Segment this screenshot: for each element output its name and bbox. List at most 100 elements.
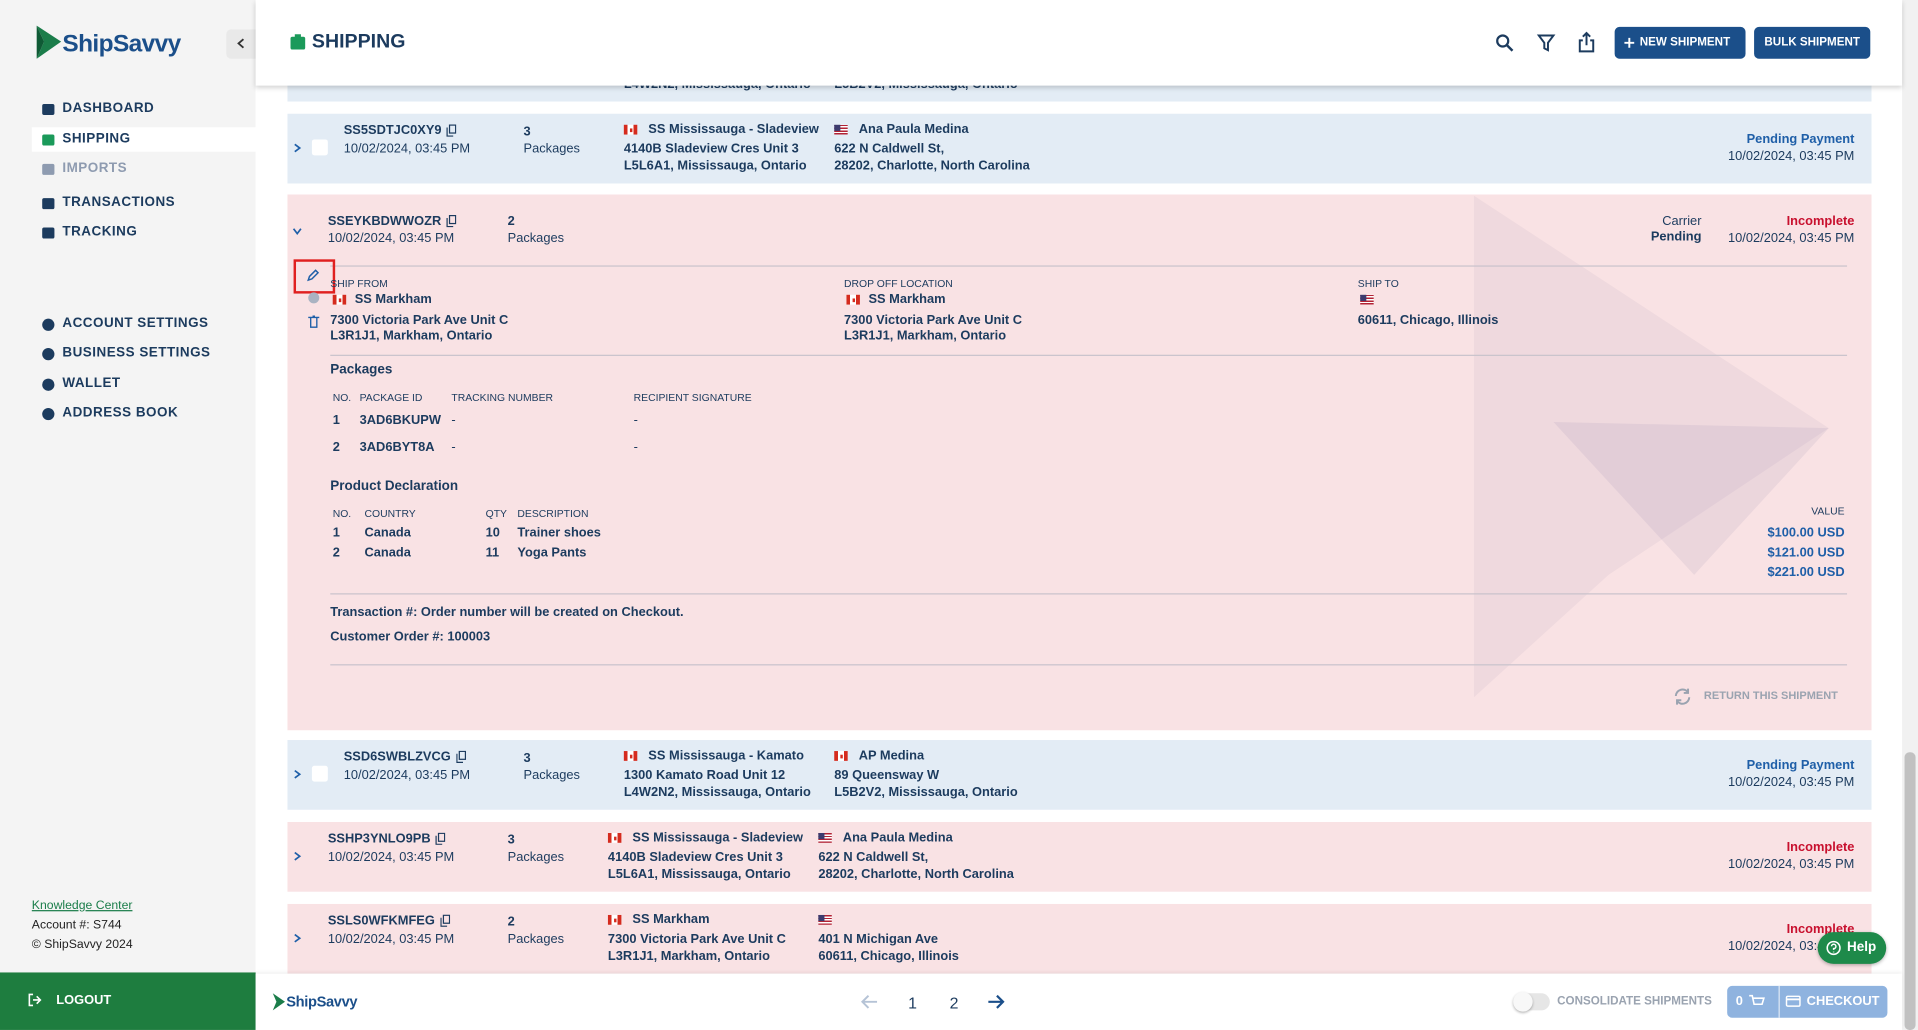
info-icon[interactable]	[308, 292, 320, 304]
flag-ca-leaf	[851, 297, 855, 302]
copy-icon[interactable]	[435, 832, 446, 845]
nav-item: IMPORTS	[62, 160, 128, 176]
footer-logo-mark	[272, 993, 286, 1011]
nav-icon	[42, 163, 55, 175]
header-button[interactable]	[1614, 26, 1746, 59]
shipment-date: 10/02/2024, 03:45 PM	[327, 849, 455, 865]
shipment-row[interactable]	[287, 903, 1872, 974]
table-cell: Canada	[364, 525, 411, 541]
footer-brand: ShipSavvy	[286, 993, 358, 1011]
flag-us-canton	[1360, 294, 1367, 301]
table-cell: 3AD6BKUPW	[359, 413, 441, 428]
settings-item[interactable]: ADDRESS BOOK	[62, 405, 179, 421]
status-date: 10/02/2024, 03:45 PM	[1727, 148, 1855, 164]
header-button-label: BULK SHIPMENT	[1764, 35, 1860, 50]
nav-active-bg	[31, 127, 256, 152]
copy-icon[interactable]	[446, 124, 457, 137]
table-cell: -	[633, 440, 638, 455]
status-date: 10/02/2024, 03:45 PM	[1727, 857, 1855, 872]
value-total: $221.00 USD	[1767, 564, 1845, 580]
from-name: SS Mississauga - Sladeview	[648, 122, 819, 137]
table-header: NO.	[332, 507, 352, 520]
package-label: Packages	[507, 931, 565, 947]
copy-icon[interactable]	[439, 914, 450, 927]
settings-item[interactable]: WALLET	[62, 376, 121, 391]
from-address: 7300 Victoria Park Ave Unit C	[607, 931, 786, 947]
to-address: 89 Queensway W	[834, 767, 940, 783]
nav-item[interactable]: TRACKING	[62, 224, 138, 240]
table-header: VALUE	[1811, 504, 1845, 518]
customer-order: Customer Order #: 100003	[330, 629, 491, 645]
from-address: 1300 Kamato Road Unit 12	[623, 767, 786, 783]
from-name: SS Mississauga - Sladeview	[632, 830, 804, 845]
row-checkbox[interactable]	[311, 139, 328, 156]
scrollbar-thumb[interactable]	[1904, 752, 1916, 1030]
page-number[interactable]: 2	[949, 993, 959, 1013]
nav-item[interactable]: TRANSACTIONS	[62, 195, 176, 210]
nav-item[interactable]: DASHBOARD	[62, 100, 155, 116]
expand-chevron[interactable]	[294, 851, 302, 861]
expand-chevron[interactable]	[294, 143, 302, 153]
flag-us	[1360, 294, 1374, 305]
address-city: L3R1J1, Markham, Ontario	[330, 328, 493, 344]
status: Pending Payment	[1746, 131, 1855, 147]
nav-item[interactable]: SHIPPING	[62, 131, 131, 147]
to-city: L5B2V2, Mississauga, Ontario	[834, 784, 1018, 800]
row-checkbox[interactable]	[311, 765, 328, 782]
cart-divider	[1778, 985, 1780, 1018]
shipment-row[interactable]	[287, 113, 1872, 184]
section-title: Product Declaration	[330, 478, 459, 494]
table-cell: -	[451, 440, 456, 455]
logout[interactable]: LOGOUT	[56, 992, 112, 1008]
settings-icon	[42, 318, 55, 331]
status-date: 10/02/2024, 03:45 PM	[1727, 775, 1855, 790]
value-cell: $100.00 USD	[1767, 525, 1845, 541]
collapse-arrow	[237, 38, 245, 49]
nav-icon	[42, 103, 55, 115]
help-button[interactable]	[1817, 932, 1887, 964]
brand-name: ShipSavvy	[62, 30, 181, 58]
header-button[interactable]	[1754, 26, 1871, 59]
from-name: SS Markham	[632, 912, 710, 927]
settings-item[interactable]: BUSINESS SETTINGS	[62, 345, 211, 361]
page-number[interactable]: 1	[908, 993, 917, 1013]
export-icon[interactable]	[1578, 31, 1595, 53]
address-label: SHIP TO	[1357, 277, 1399, 290]
shipment-id: SSD6SWBLZVCG	[344, 751, 466, 764]
table-cell: 2	[332, 440, 340, 455]
settings-item[interactable]: ACCOUNT SETTINGS	[62, 316, 209, 331]
to-name: Ana Paula Medina	[842, 830, 953, 845]
page-title: SHIPPING	[311, 31, 406, 53]
account-number: Account #: S744	[31, 918, 122, 933]
collapse-button[interactable]	[226, 29, 256, 59]
address-line: 7300 Victoria Park Ave Unit C	[330, 312, 509, 328]
logout-bar[interactable]	[0, 972, 256, 1030]
search-icon[interactable]	[1496, 34, 1514, 52]
shipment-row[interactable]	[287, 821, 1872, 892]
package-label: Packages	[523, 767, 580, 783]
copy-icon[interactable]	[455, 750, 466, 763]
return-shipment[interactable]: RETURN THIS SHIPMENT	[1703, 689, 1838, 702]
filter-icon[interactable]	[1536, 34, 1556, 52]
table-header: RECIPIENT SIGNATURE	[633, 391, 752, 404]
from-city: L4W2N2, Mississauga, Ontario	[623, 784, 811, 800]
copy-icon[interactable]	[446, 214, 456, 228]
divider	[330, 265, 1848, 267]
knowledge-center-link[interactable]: Knowledge Center	[31, 899, 133, 913]
prev-page[interactable]	[860, 994, 878, 1009]
address-line: 60611, Chicago, Illinois	[1357, 312, 1499, 328]
table-cell: 2	[332, 545, 340, 560]
shipment-row[interactable]	[287, 740, 1872, 810]
collapse-chevron[interactable]	[292, 228, 302, 236]
edit-icon[interactable]	[307, 269, 320, 282]
delete-icon[interactable]	[308, 315, 320, 328]
expand-chevron[interactable]	[294, 933, 302, 943]
from-address: 4140B Sladeview Cres Unit 3	[623, 141, 799, 157]
to-city: 60611, Chicago, Illinois	[818, 948, 959, 964]
table-header: TRACKING NUMBER	[451, 391, 554, 404]
expand-chevron[interactable]	[294, 769, 302, 779]
next-page[interactable]	[987, 994, 1005, 1009]
shipment-date: 10/02/2024, 03:45 PM	[343, 141, 471, 157]
carrier-value: Pending	[1650, 229, 1702, 245]
address-line: 7300 Victoria Park Ave Unit C	[844, 312, 1023, 328]
